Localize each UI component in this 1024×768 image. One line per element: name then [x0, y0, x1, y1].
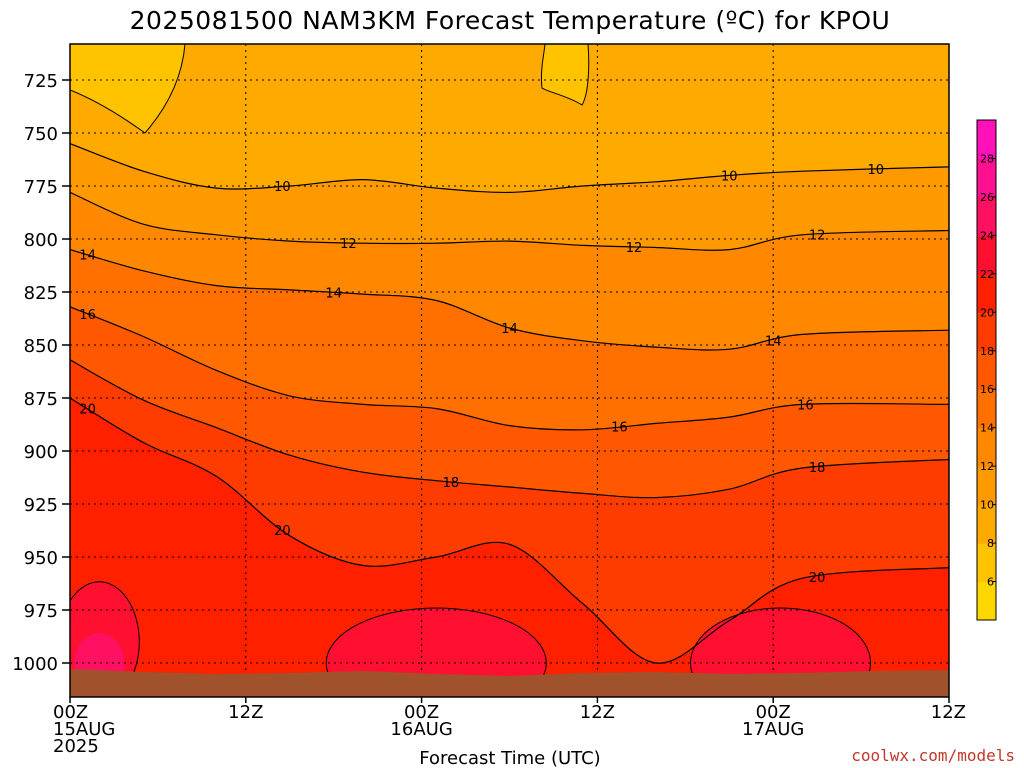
x-tick-label: 2025 [53, 736, 99, 757]
y-tick-label: 975 [24, 601, 58, 622]
contour-label: 20 [274, 524, 291, 539]
y-tick-label: 725 [24, 71, 58, 92]
colorbar-segment [977, 543, 996, 583]
plot-frame [69, 43, 950, 698]
cool-pocket-0 [70, 44, 186, 134]
gridlines [70, 44, 949, 697]
colorbar-segment [977, 466, 996, 506]
x-tick-label: 00Z [404, 702, 439, 723]
colorbar-tick-label: 10 [980, 499, 994, 512]
y-tick-label: 775 [24, 177, 58, 198]
contour-16 [70, 306, 949, 431]
colorbar-tick-label: 12 [980, 460, 994, 473]
y-tick-label: 850 [24, 336, 58, 357]
colorbar-tick-label: 8 [987, 537, 994, 550]
contour-label: 18 [443, 476, 460, 491]
colorbar-segment [977, 504, 996, 544]
x-axis-label: Forecast Time (UTC) [419, 748, 600, 768]
contour-label: 16 [611, 421, 628, 436]
colorbar-tick-label: 24 [980, 229, 994, 242]
colorbar-tick-label: 18 [980, 345, 994, 358]
contour-labels: 10 10 10 12 12 12 14 14 14 14 16 16 16 18 18 20 20 20 [79, 163, 884, 586]
contour-lines [70, 143, 949, 664]
y-tick-label: 1000 [12, 654, 58, 675]
colorbar-segment [977, 235, 996, 275]
contour-label: 14 [501, 322, 518, 337]
contour-label: 12 [340, 237, 357, 252]
y-tick-label: 800 [24, 230, 58, 251]
x-tick-label: 00Z [756, 702, 791, 723]
x-tick-label: 15AUG [53, 719, 115, 740]
cool-pocket-1 [540, 44, 590, 106]
colorbar-tick-label: 14 [980, 422, 994, 435]
contour-label: 10 [274, 180, 291, 195]
x-tick-label: 12Z [228, 702, 263, 723]
colorbar-segment [977, 389, 996, 429]
contour-12 [70, 191, 949, 251]
contour-label: 14 [765, 334, 782, 349]
contour-18 [70, 359, 949, 499]
chart-title: 2025081500 NAM3KM Forecast Temperature (… [130, 6, 891, 35]
colorbar: 6 8 10 12 14 16 18 20 22 24 26 28 [976, 119, 997, 621]
contour-20 [70, 397, 949, 664]
contour-label: 20 [79, 403, 96, 418]
colorbar-segment [977, 427, 996, 467]
contour-10 [70, 143, 949, 194]
x-tick-label: 17AUG [742, 719, 804, 740]
y-tick-label: 750 [24, 124, 58, 145]
colorbar-frame [976, 119, 997, 621]
y-tick-label: 950 [24, 548, 58, 569]
contour-label: 10 [721, 169, 738, 184]
y-tick-label: 900 [24, 442, 58, 463]
plot-area: 10 10 10 12 12 12 14 14 14 14 16 16 16 18 18 20 20 20 [70, 44, 949, 697]
x-tick-label: 00Z [53, 702, 88, 723]
colorbar-segment [977, 350, 996, 390]
credit-text: coolwx.com/models [851, 746, 1015, 765]
contour-label: 14 [79, 249, 96, 264]
colorbar-segment [977, 581, 996, 621]
colorbar-tick-label: 28 [980, 152, 994, 165]
colorbar-segment [977, 312, 996, 352]
x-tick-label: 16AUG [390, 719, 452, 740]
contour-label: 18 [809, 461, 826, 476]
colorbar-segment [977, 196, 996, 236]
y-tick-label: 925 [24, 495, 58, 516]
contour-label: 20 [809, 571, 826, 586]
contour-14 [70, 249, 949, 351]
contour-label: 12 [809, 228, 826, 243]
colorbar-tick-label: 22 [980, 268, 994, 281]
colorbar-tick-label: 6 [987, 576, 994, 589]
colorbar-segment [977, 273, 996, 313]
contour-label: 14 [325, 286, 342, 301]
colorbar-tick-label: 20 [980, 306, 994, 319]
contour-label: 10 [867, 163, 884, 178]
contour-label: 16 [79, 308, 96, 323]
contour-label: 12 [626, 241, 643, 256]
y-axis-ticks: 725 750 775 800 825 850 875 900 925 950 975 1000 [12, 71, 70, 675]
y-tick-label: 825 [24, 283, 58, 304]
colorbar-segment [977, 158, 996, 198]
x-tick-label: 12Z [580, 702, 615, 723]
terrain-surface [70, 669, 949, 697]
colorbar-tick-label: 26 [980, 191, 994, 204]
colorbar-tick-label: 16 [980, 383, 994, 396]
temperature-bands [70, 44, 949, 697]
contour-label: 16 [797, 398, 814, 413]
y-tick-label: 875 [24, 389, 58, 410]
colorbar-segment [977, 120, 996, 159]
x-tick-label: 12Z [931, 702, 966, 723]
